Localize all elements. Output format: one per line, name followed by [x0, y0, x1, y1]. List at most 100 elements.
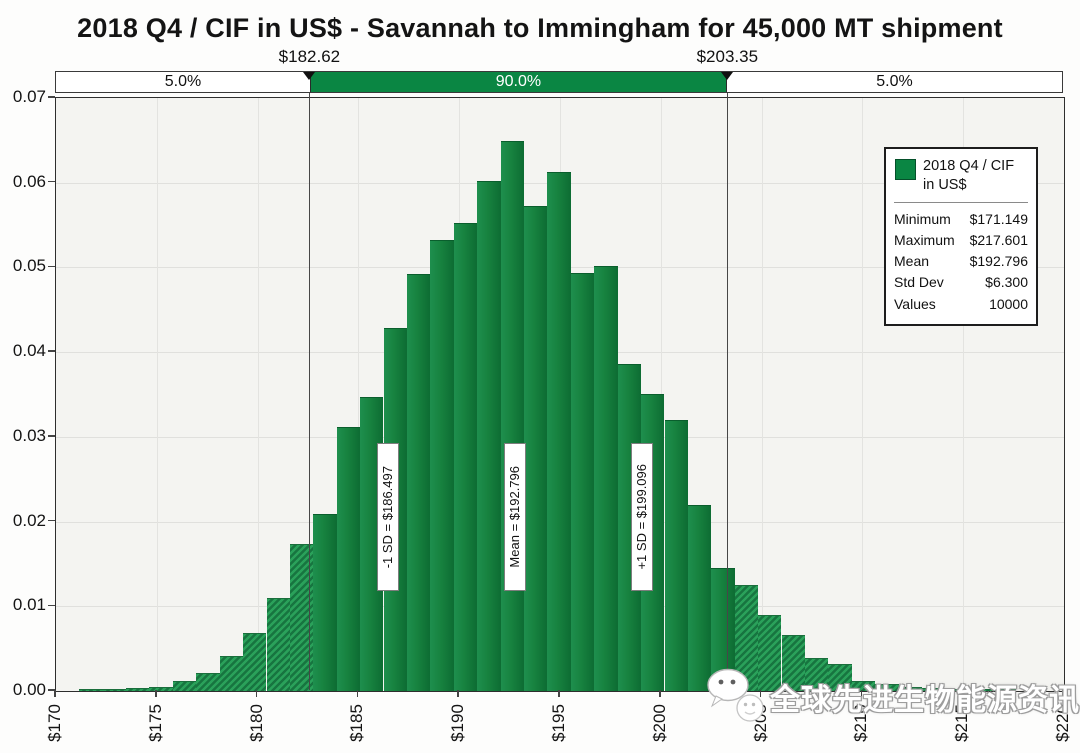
histogram-bar [126, 687, 150, 691]
x-axis-tick [860, 690, 863, 697]
legend-stat-label: Minimum [894, 210, 951, 227]
band-middle-percent: 90.0% [495, 73, 542, 90]
histogram-bar [243, 633, 267, 691]
plus-1sd-label: +1 SD = $199.096 [634, 464, 650, 570]
delimiter-arrow-right-icon [721, 72, 734, 80]
minus-1sd-marker: -1 SD = $186.497 [376, 443, 399, 591]
histogram-bar [289, 543, 314, 691]
histogram-bar [547, 171, 571, 691]
legend-series-label: 2018 Q4 / CIF in US$ [923, 158, 1015, 193]
legend-row-std-dev: Std Dev $6.300 [894, 272, 1028, 293]
x-axis-tick-label: $190 [448, 704, 468, 742]
band-middle-segment: 90.0% [309, 72, 727, 92]
x-axis-tick-label: $180 [246, 704, 266, 742]
y-axis-tick [48, 180, 55, 183]
x-axis-tick-label: $195 [549, 704, 568, 742]
x-axis-tick [759, 690, 762, 697]
legend: 2018 Q4 / CIF in US$ Minimum $171.149 Maxi… [884, 147, 1038, 327]
y-axis-tick-label: 0.03 [12, 425, 46, 445]
delimiter-value-right: $203.35 [696, 47, 759, 66]
v-gridline [358, 98, 360, 691]
y-axis-tick [48, 265, 55, 268]
legend-stat-label: Mean [894, 253, 930, 270]
legend-row-maximum: Maximum $217.601 [894, 230, 1028, 251]
x-axis-tick-label: $170 [45, 704, 64, 742]
histogram-bar [336, 426, 361, 691]
mean-marker: Mean = $192.796 [503, 443, 526, 591]
x-axis-tick [558, 690, 560, 697]
x-axis-tick [1062, 690, 1064, 697]
histogram-bar [594, 265, 618, 691]
histogram-bar [758, 614, 782, 691]
histogram-bar [430, 240, 454, 691]
legend-stat-value: $6.300 [985, 274, 1028, 291]
histogram-bar [945, 688, 969, 691]
y-axis-tick [48, 435, 55, 437]
watermark-text: 全球先进生物能源资讯 [770, 684, 1080, 717]
probability-band: 5.0% 90.0% 5.0% [55, 71, 1063, 93]
histogram-bar [196, 673, 220, 691]
x-axis-tick [659, 690, 661, 697]
mean-label: Mean = $192.796 [507, 466, 523, 568]
x-axis-tick [255, 690, 258, 697]
histogram-bar [687, 504, 712, 691]
x-axis-tick [54, 690, 56, 697]
band-right-percent: 5.0% [876, 73, 913, 90]
histogram-bar [664, 419, 688, 691]
histogram-bar [875, 684, 899, 691]
histogram-bar [453, 222, 478, 691]
histogram-bar [781, 635, 805, 691]
y-axis-tick [48, 96, 55, 98]
legend-stat-value: 10000 [989, 295, 1028, 312]
legend-stat-label: Std Dev [894, 274, 944, 291]
x-axis-tick [961, 690, 963, 697]
histogram-bar [266, 597, 290, 691]
legend-stat-label: Maximum [894, 231, 955, 248]
y-axis-tick-label: 0.05 [12, 256, 46, 276]
y-axis-tick [48, 689, 55, 691]
legend-stat-label: Values [894, 295, 936, 312]
legend-stat-value: $217.601 [969, 231, 1028, 248]
legend-header: 2018 Q4 / CIF in US$ [894, 157, 1028, 195]
y-axis-tick-label: 0.00 [12, 680, 46, 699]
legend-divider [894, 201, 1028, 203]
histogram-bar [828, 663, 852, 691]
v-gridline [156, 98, 158, 691]
histogram-bar [898, 686, 922, 691]
band-left-percent: 5.0% [164, 73, 202, 90]
y-axis-tick [48, 519, 55, 522]
v-gridline [862, 98, 864, 691]
legend-stat-value: $171.149 [969, 210, 1028, 227]
band-right-segment: 5.0% [727, 72, 1062, 92]
y-axis-tick [48, 604, 55, 607]
x-axis-tick-label: $175 [145, 704, 165, 742]
y-axis-tick-label: 0.01 [12, 595, 46, 615]
watermark: 全球先进生物能源资讯 [702, 668, 1080, 726]
y-axis-tick [48, 350, 55, 352]
histogram-bar [804, 658, 829, 691]
x-axis-tick [155, 690, 157, 697]
x-axis-tick-label: $200 [649, 704, 669, 742]
delimiter-line-left [308, 93, 311, 690]
band-left-segment: 5.0% [56, 72, 310, 92]
histogram-bar [500, 141, 524, 691]
x-axis-tick-label: $185 [347, 704, 367, 742]
histogram-bar [570, 272, 595, 691]
histogram-bar [711, 568, 735, 691]
histogram-bar [524, 205, 548, 691]
delimiter-arrow-left-icon [303, 72, 316, 80]
histogram-bar [968, 689, 993, 691]
y-axis-tick-label: 0.07 [12, 87, 46, 106]
x-axis-tick [457, 690, 459, 697]
legend-series-swatch [895, 159, 916, 180]
histogram-bar [149, 686, 173, 691]
v-gridline [761, 98, 763, 691]
histogram-bar [172, 680, 197, 691]
y-axis-tick-label: 0.04 [12, 341, 46, 361]
histogram-bar [992, 689, 1016, 691]
histogram-bar [477, 181, 501, 691]
histogram-bar [313, 513, 337, 691]
minus-1sd-label: -1 SD = $186.497 [380, 465, 396, 569]
v-gridline [963, 98, 965, 691]
